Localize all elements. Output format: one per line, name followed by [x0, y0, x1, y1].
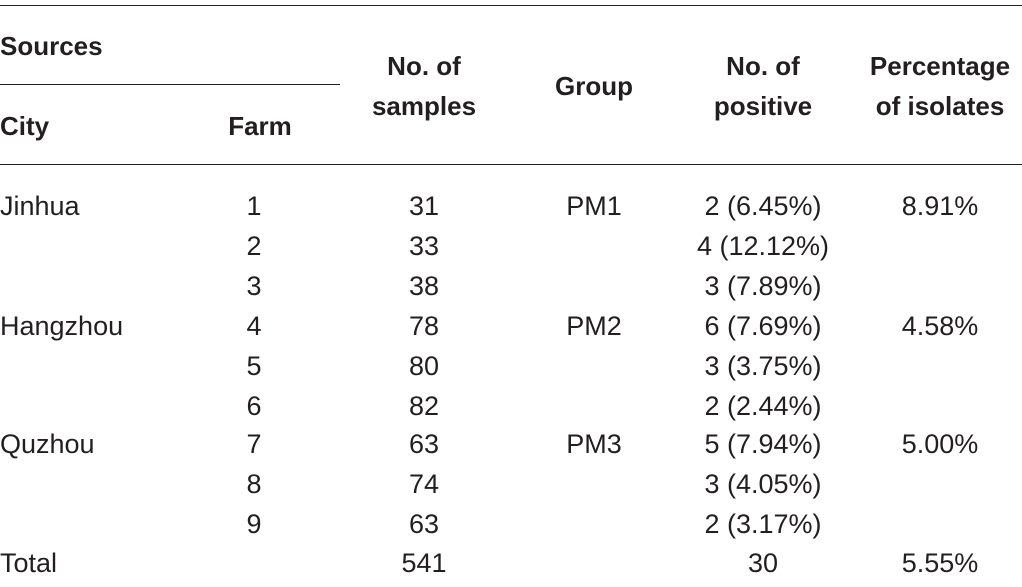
table-row: 9 63 2 (3.17%): [0, 504, 1022, 544]
cell-positive: 2 (3.17%): [704, 509, 822, 539]
cell-samples: 82: [408, 391, 440, 421]
cell-samples: 74: [408, 469, 440, 499]
cell-samples: 33: [408, 231, 440, 261]
cell-samples: 78: [408, 311, 440, 341]
cell-farm: 2: [246, 231, 262, 261]
table-row: Jinhua 1 31 PM1 2 (6.45%) 8.91%: [0, 186, 1022, 226]
cell-farm: 4: [246, 311, 262, 341]
cell-total-percentage: 5.55%: [901, 548, 979, 578]
cell-positive: 3 (3.75%): [704, 351, 822, 381]
cell-farm: 5: [246, 351, 262, 381]
header-farm: Farm: [228, 111, 292, 141]
header-positive-line2: positive: [713, 91, 813, 121]
table-row: Quzhou 7 63 PM3 5 (7.94%) 5.00%: [0, 424, 1022, 464]
cell-positive: 2 (2.44%): [704, 391, 822, 421]
cell-total-positive: 30: [747, 548, 779, 578]
cell-farm: 7: [246, 429, 262, 459]
cell-city: Quzhou: [0, 429, 95, 459]
header-percentage-of-isolates: Percentage of isolates: [870, 46, 1010, 126]
header-percentage-line2: of isolates: [875, 91, 1005, 121]
table-row: 8 74 3 (4.05%): [0, 464, 1022, 504]
cell-farm: 6: [246, 391, 262, 421]
sources-underline: [0, 84, 340, 85]
cell-city: Jinhua: [0, 191, 80, 221]
cell-total-label: Total: [0, 548, 58, 578]
cell-group: PM2: [566, 311, 622, 341]
header-no-of-samples: No. of samples: [372, 46, 476, 126]
cell-samples: 80: [408, 351, 440, 381]
cell-percentage: 4.58%: [901, 311, 979, 341]
cell-total-samples: 541: [401, 548, 447, 578]
header-group: Group: [555, 71, 633, 101]
cell-group: PM1: [566, 191, 622, 221]
cell-percentage: 8.91%: [901, 191, 979, 221]
cell-positive: 5 (7.94%): [704, 429, 822, 459]
cell-farm: 8: [246, 469, 262, 499]
cell-farm: 1: [246, 191, 262, 221]
cell-positive: 6 (7.69%): [704, 311, 822, 341]
table-row: 5 80 3 (3.75%): [0, 346, 1022, 386]
table-top-rule: [0, 5, 1022, 6]
cell-positive: 3 (7.89%): [704, 271, 822, 301]
table-row: Hangzhou 4 78 PM2 6 (7.69%) 4.58%: [0, 306, 1022, 346]
cell-samples: 38: [408, 271, 440, 301]
header-percentage-line1: Percentage: [869, 51, 1011, 81]
cell-group: PM3: [566, 429, 622, 459]
cell-farm: 3: [246, 271, 262, 301]
table-row: 3 38 3 (7.89%): [0, 266, 1022, 306]
header-city: City: [0, 111, 50, 141]
cell-samples: 63: [408, 509, 440, 539]
table-row: 6 82 2 (2.44%): [0, 386, 1022, 426]
header-positive-line1: No. of: [726, 51, 800, 81]
cell-percentage: 5.00%: [901, 429, 979, 459]
header-samples-line2: samples: [371, 91, 477, 121]
header-bottom-rule: [0, 164, 1022, 165]
cell-positive: 4 (12.12%): [696, 231, 830, 261]
cell-city: Hangzhou: [0, 311, 124, 341]
cell-samples: 63: [408, 429, 440, 459]
table-total-row: Total 541 30 5.55%: [0, 543, 1022, 583]
cell-positive: 3 (4.05%): [704, 469, 822, 499]
header-no-of-positive: No. of positive: [714, 46, 812, 126]
header-sources: Sources: [0, 31, 103, 61]
header-samples-line1: No. of: [387, 51, 461, 81]
cell-positive: 2 (6.45%): [704, 191, 822, 221]
table-row: 2 33 4 (12.12%): [0, 226, 1022, 266]
cell-samples: 31: [408, 191, 440, 221]
cell-farm: 9: [246, 509, 262, 539]
